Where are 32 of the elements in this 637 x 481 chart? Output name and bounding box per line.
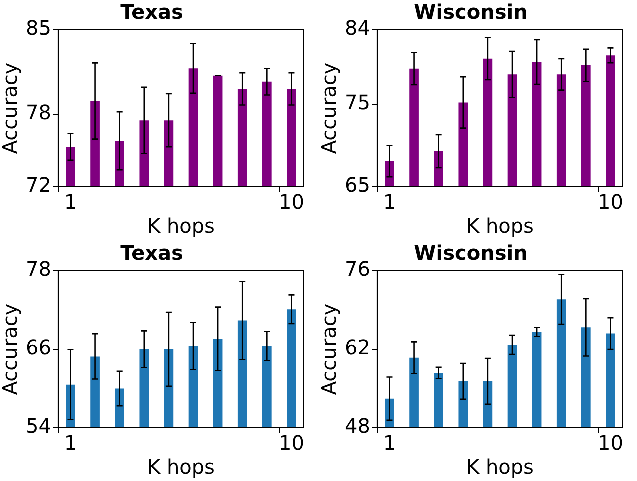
y-tick-label: 62 bbox=[344, 336, 370, 360]
y-tick-label: 48 bbox=[344, 414, 370, 438]
x-tick-label: 10 bbox=[598, 431, 624, 456]
y-tick-label: 76 bbox=[344, 257, 370, 282]
x-axis-title: K hops bbox=[147, 214, 215, 238]
x-axis-title: K hops bbox=[466, 214, 534, 238]
y-tick-label: 84 bbox=[344, 16, 370, 40]
y-tick-label: 66 bbox=[26, 336, 52, 360]
y-axis-title: Accuracy bbox=[0, 304, 22, 396]
x-tick-label: 10 bbox=[278, 431, 304, 456]
chart-title: Texas bbox=[120, 0, 184, 24]
y-tick-label: 78 bbox=[26, 257, 52, 282]
chart-title: Wisconsin bbox=[414, 0, 528, 24]
x-tick-label: 1 bbox=[383, 431, 396, 456]
chart-title: Texas bbox=[120, 241, 184, 266]
x-tick-label: 1 bbox=[64, 431, 78, 456]
x-tick-label: 10 bbox=[598, 190, 624, 214]
x-tick-label: 1 bbox=[64, 190, 78, 214]
y-axis-title: Accuracy bbox=[317, 62, 342, 154]
y-axis-title: Accuracy bbox=[0, 62, 22, 154]
x-axis-title: K hops bbox=[466, 455, 534, 480]
y-tick-label: 72 bbox=[26, 173, 52, 198]
y-tick-label: 75 bbox=[344, 90, 370, 115]
y-axis-title: Accuracy bbox=[317, 304, 342, 396]
y-tick-label: 65 bbox=[344, 173, 370, 198]
y-tick-label: 85 bbox=[26, 16, 52, 40]
x-axis-title: K hops bbox=[147, 455, 215, 480]
chart-title: Wisconsin bbox=[414, 241, 528, 266]
y-tick-label: 78 bbox=[26, 100, 52, 125]
x-tick-label: 1 bbox=[383, 190, 396, 214]
y-tick-label: 54 bbox=[26, 414, 52, 438]
x-tick-label: 10 bbox=[278, 190, 304, 214]
